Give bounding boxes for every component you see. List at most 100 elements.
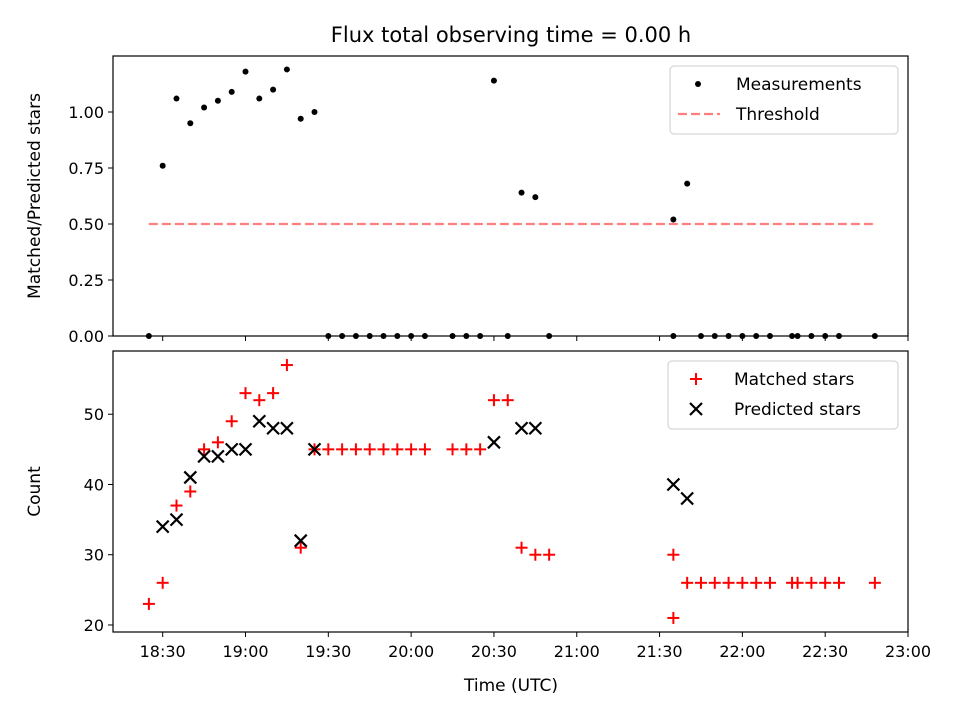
- data-point: [871, 333, 878, 339]
- data-point: [307, 442, 322, 457]
- data-point: [294, 541, 307, 554]
- data-point: [283, 66, 290, 73]
- x-tick-label: 19:00: [222, 642, 268, 661]
- data-point: [528, 421, 543, 436]
- data-point: [145, 333, 152, 339]
- data-point: [293, 533, 308, 548]
- data-point: [256, 95, 263, 102]
- data-point: [514, 421, 529, 436]
- data-point: [224, 442, 239, 457]
- data-point: [666, 477, 681, 492]
- data-point: [477, 333, 484, 339]
- data-point: [169, 512, 184, 527]
- data-point: [380, 333, 387, 339]
- legend-handle: [690, 373, 702, 385]
- data-point: [670, 216, 677, 223]
- data-point: [266, 421, 280, 436]
- y-tick-label: 1.00: [68, 103, 104, 122]
- y-tick-label: 0.00: [68, 327, 104, 346]
- data-point: [211, 436, 224, 449]
- data-point: [377, 443, 390, 456]
- data-point: [170, 499, 183, 512]
- y-tick-label: 0.50: [68, 215, 104, 234]
- y-tick-label: 30: [84, 546, 104, 565]
- x-tick-label: 21:00: [554, 642, 600, 661]
- plot-frame: [112, 350, 909, 633]
- y-tick-label: 40: [84, 475, 104, 494]
- y-axis-label: Count: [25, 466, 45, 517]
- data-point: [868, 576, 881, 589]
- data-point: [835, 333, 842, 339]
- data-point: [270, 86, 277, 93]
- data-point: [363, 443, 376, 456]
- data-point: [501, 394, 514, 407]
- y-axis-label: Matched/Predicted stars: [25, 93, 45, 299]
- legend-label: Threshold: [735, 105, 820, 125]
- legend: Measurements Threshold: [669, 65, 899, 135]
- data-point: [739, 333, 746, 339]
- data-point: [529, 548, 542, 561]
- data-point: [667, 548, 680, 561]
- data-point: [408, 333, 415, 339]
- top-panel: 0.00 0.25 0.50 0.75 1.00 Matched/Predicted st…: [25, 55, 909, 346]
- series-matched-stars: [142, 359, 881, 624]
- data-point: [366, 333, 373, 339]
- data-point: [805, 576, 818, 589]
- legend-label: Matched stars: [734, 370, 854, 390]
- data-point: [214, 97, 221, 104]
- data-point: [487, 435, 501, 450]
- data-point: [711, 333, 718, 339]
- x-tick-label: 23:00: [885, 642, 931, 661]
- data-point: [791, 576, 804, 589]
- bottom-panel: 20 30 40 50 18:30 19:00 19:30 20:00 20:30 21:00 21…: [25, 350, 931, 661]
- data-point: [463, 333, 470, 339]
- data-point: [155, 519, 170, 534]
- data-point: [750, 576, 763, 589]
- data-point: [187, 120, 194, 127]
- data-point: [239, 387, 252, 400]
- data-point: [325, 333, 332, 339]
- series-predicted-stars: [155, 414, 694, 548]
- data-point: [449, 333, 456, 339]
- data-point: [352, 333, 359, 339]
- data-point: [681, 576, 694, 589]
- data-point: [789, 333, 796, 339]
- data-point: [336, 443, 349, 456]
- data-point: [763, 576, 776, 589]
- data-point: [766, 333, 773, 339]
- data-point: [311, 109, 318, 115]
- series-measurements: [145, 66, 878, 339]
- y-tick-label: 0.25: [68, 271, 104, 290]
- data-point: [504, 333, 511, 339]
- data-point: [198, 443, 211, 456]
- data-point: [267, 387, 280, 400]
- y-tick-label: 50: [84, 405, 104, 424]
- data-point: [808, 333, 815, 339]
- data-point: [832, 576, 845, 589]
- legend-label: Measurements: [736, 75, 862, 95]
- x-tick-label: 19:30: [305, 642, 351, 661]
- data-point: [253, 394, 266, 407]
- data-point: [697, 333, 704, 339]
- legend-handle: [689, 402, 703, 416]
- data-point: [322, 443, 335, 456]
- data-point: [201, 104, 208, 111]
- data-point: [684, 180, 691, 187]
- legend-handle: [695, 81, 701, 87]
- data-point: [753, 333, 760, 339]
- data-point: [418, 443, 431, 456]
- data-point: [670, 333, 677, 339]
- data-point: [228, 88, 235, 95]
- data-point: [280, 359, 293, 372]
- data-point: [794, 333, 801, 339]
- data-point: [460, 443, 473, 456]
- data-point: [722, 576, 735, 589]
- data-point: [339, 333, 346, 339]
- x-tick-label: 20:30: [471, 642, 517, 661]
- data-point: [487, 394, 500, 407]
- data-point: [225, 415, 238, 428]
- data-point: [694, 576, 707, 589]
- data-point: [142, 597, 155, 610]
- data-point: [211, 449, 225, 464]
- y-tick-label: 0.75: [68, 159, 104, 178]
